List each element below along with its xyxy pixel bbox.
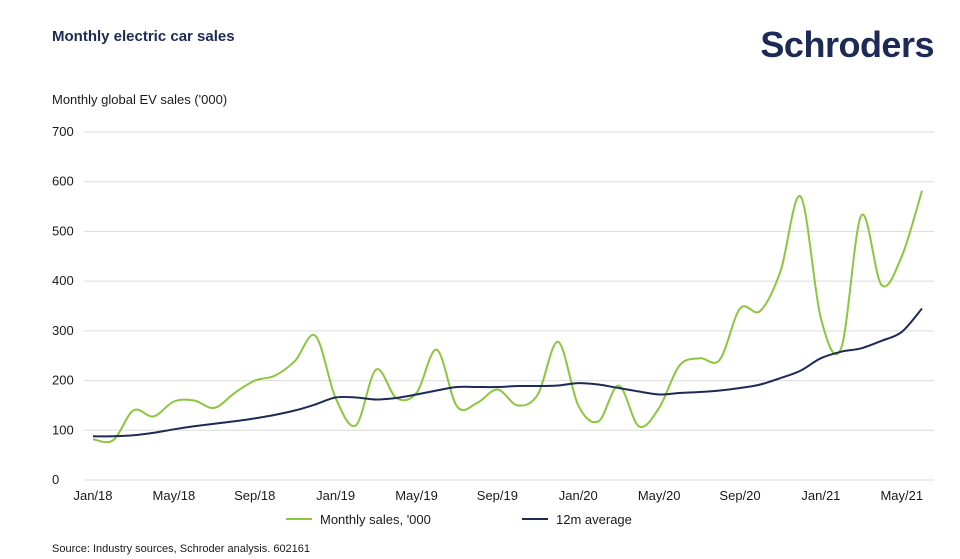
x-tick-label: Jan/21 xyxy=(801,488,840,503)
y-axis-label: Monthly global EV sales ('000) xyxy=(52,92,228,107)
x-tick-label: Jan/20 xyxy=(559,488,598,503)
legend-label-12m-average: 12m average xyxy=(556,512,632,527)
x-tick-labels: Jan/18 May/18 Sep/18 Jan/19 May/19 Sep/19 Jan/… xyxy=(73,488,923,503)
series-lines xyxy=(92,190,923,444)
source-note: Source: Industry sources, Schroder analy… xyxy=(52,543,311,555)
x-tick-label: Sep/18 xyxy=(234,488,275,503)
y-tick-label: 400 xyxy=(52,273,74,288)
y-tick-label: 100 xyxy=(52,422,74,437)
y-tick-label: 700 xyxy=(52,124,74,139)
series-line-12m-average xyxy=(92,307,923,438)
x-tick-label: Jan/19 xyxy=(316,488,355,503)
legend-label-monthly-sales: Monthly sales, '000 xyxy=(320,512,431,527)
y-tick-label: 600 xyxy=(52,174,74,189)
x-tick-label: May/21 xyxy=(880,488,923,503)
chart-title: Monthly electric car sales xyxy=(52,28,235,45)
y-tick-label: 0 xyxy=(52,472,59,487)
x-tick-label: May/18 xyxy=(153,488,196,503)
x-tick-label: Sep/19 xyxy=(477,488,518,503)
series-line-monthly-sales xyxy=(92,190,923,444)
y-tick-labels: 0 100 200 300 400 500 600 700 xyxy=(52,124,74,487)
schroders-logo: Schroders xyxy=(760,24,934,65)
y-tick-label: 300 xyxy=(52,323,74,338)
y-tick-label: 200 xyxy=(52,373,74,388)
x-tick-label: May/19 xyxy=(395,488,438,503)
x-tick-label: May/20 xyxy=(638,488,681,503)
legend: Monthly sales, '000 12m average xyxy=(286,512,632,527)
x-tick-label: Sep/20 xyxy=(719,488,760,503)
x-tick-label: Jan/18 xyxy=(73,488,112,503)
gridlines xyxy=(84,131,934,481)
y-tick-label: 500 xyxy=(52,223,74,238)
